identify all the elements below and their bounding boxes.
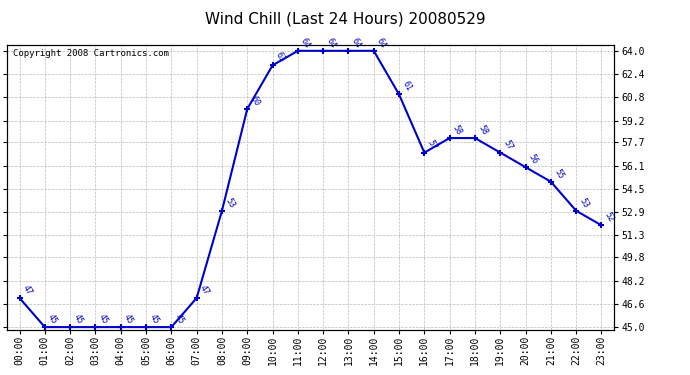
- Text: 64: 64: [350, 36, 363, 50]
- Text: 47: 47: [198, 284, 211, 297]
- Text: 45: 45: [72, 312, 84, 326]
- Text: 45: 45: [97, 312, 110, 326]
- Text: 53: 53: [578, 196, 591, 209]
- Text: 45: 45: [46, 312, 59, 326]
- Text: 60: 60: [248, 94, 262, 108]
- Text: Copyright 2008 Cartronics.com: Copyright 2008 Cartronics.com: [13, 49, 169, 58]
- Text: 45: 45: [172, 312, 186, 326]
- Text: 57: 57: [502, 138, 515, 151]
- Text: 55: 55: [552, 167, 565, 180]
- Text: 57: 57: [426, 138, 439, 151]
- Text: 53: 53: [224, 196, 236, 209]
- Text: 47: 47: [21, 284, 34, 297]
- Text: 56: 56: [527, 153, 540, 166]
- Text: 52: 52: [603, 211, 615, 224]
- Text: 45: 45: [148, 312, 160, 326]
- Text: 64: 64: [324, 36, 337, 50]
- Text: 45: 45: [122, 312, 135, 326]
- Text: 63: 63: [274, 51, 287, 64]
- Text: 64: 64: [299, 36, 312, 50]
- Text: 64: 64: [375, 36, 388, 50]
- Text: 58: 58: [476, 123, 489, 136]
- Text: 58: 58: [451, 123, 464, 136]
- Text: Wind Chill (Last 24 Hours) 20080529: Wind Chill (Last 24 Hours) 20080529: [205, 11, 485, 26]
- Text: 61: 61: [400, 80, 413, 93]
